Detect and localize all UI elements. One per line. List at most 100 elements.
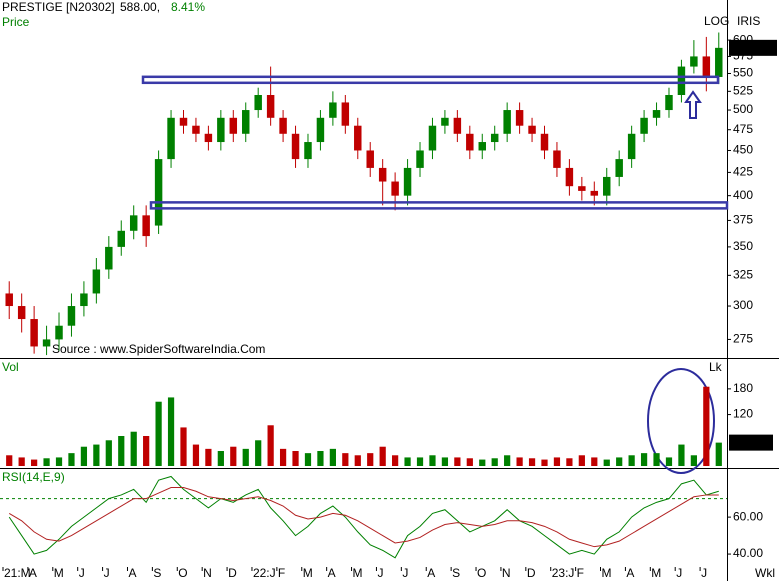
candle-body [578, 186, 586, 191]
candle-body [503, 110, 511, 134]
x-tick-label: F [278, 566, 285, 580]
x-tick-label: M [651, 566, 661, 580]
candle-body [640, 117, 648, 134]
candle-body [354, 125, 362, 151]
candle-body [677, 66, 686, 96]
volume-bar [404, 457, 411, 466]
candle-body [254, 95, 262, 111]
y-tick-label: 40.00 [733, 546, 763, 560]
volume-bar [68, 453, 75, 466]
panel-label: Price [2, 15, 30, 29]
x-tick-label: S [153, 566, 161, 580]
volume-bar [242, 448, 249, 466]
x-tick-label: J [701, 566, 707, 580]
volume-bar [55, 457, 63, 466]
x-tick-label: A [128, 566, 136, 580]
y-tick-label: 525 [733, 84, 753, 98]
panel-label: Vol [2, 360, 19, 374]
candle-body [279, 117, 287, 134]
candle-body [428, 125, 437, 151]
candle-body [341, 102, 350, 126]
volume-bar [18, 457, 25, 466]
volume-bar [516, 457, 523, 466]
volume-bar [553, 457, 561, 466]
volume-bar [379, 446, 386, 466]
volume-bar [416, 457, 424, 466]
arrow [684, 90, 702, 119]
y-tick-label: 375 [733, 213, 753, 227]
x-tick-label: A [427, 566, 435, 580]
candle-body [553, 150, 561, 168]
y-tick-label: 275 [733, 332, 753, 346]
x-tick-label: J [377, 566, 383, 580]
x-tick-label: J [79, 566, 85, 580]
candle-body [528, 125, 536, 134]
last-price-badge [729, 39, 777, 56]
header-price: 588.00, [120, 0, 160, 14]
candle-body [665, 95, 673, 111]
candle-body [565, 167, 574, 187]
volume-bar [342, 453, 349, 466]
volume-bar [279, 448, 287, 466]
volume-bar [292, 451, 299, 466]
candle-body [242, 110, 250, 134]
volume-bar [105, 440, 112, 466]
x-tick-label: J [402, 566, 408, 580]
volume-bar [603, 459, 610, 466]
change: 8.41% [171, 0, 205, 14]
x-tick-label: J [104, 566, 110, 580]
x-tick-label: 21:M [4, 566, 31, 580]
y-tick-label: 500 [733, 102, 753, 116]
volume-bar [690, 455, 697, 466]
volume-bar [479, 459, 486, 466]
volume-bar [80, 446, 88, 466]
volume-bar [491, 458, 498, 466]
x-tick-label: S [452, 566, 460, 580]
candle-body [129, 215, 138, 231]
candle-body [5, 293, 13, 307]
volume-bar [167, 397, 175, 466]
candle-body [266, 95, 275, 118]
last-price-label: 588.00 [732, 40, 769, 54]
candle-body [702, 56, 711, 77]
x-tick-label: D [527, 566, 536, 580]
volume-bar [653, 453, 660, 466]
panel-label: RSI(14,E,9) [2, 470, 65, 484]
channel-line [149, 201, 729, 210]
volume-bar [715, 442, 722, 466]
candle-body [453, 117, 462, 134]
candle-body [105, 246, 113, 270]
candle-body [416, 150, 424, 168]
y-tick-label: 425 [733, 165, 753, 179]
volume-bar [591, 457, 598, 466]
candle-body [92, 269, 101, 294]
candle-body [652, 110, 661, 118]
volume-bar [504, 455, 511, 466]
candle-body [615, 159, 623, 177]
volume-bar [441, 457, 449, 466]
y-tick-label: 325 [733, 267, 753, 281]
scale-label: LOG [704, 14, 729, 28]
candle-body [540, 133, 549, 151]
volume-bar [143, 436, 150, 466]
candle-body [490, 133, 499, 143]
y-tick-label: 300 [733, 298, 753, 312]
x-tick-label: 22:J [253, 566, 276, 580]
volume-bar [31, 459, 38, 466]
volume-bar [304, 453, 312, 466]
volume-bar [155, 401, 162, 466]
volume-bar [329, 448, 336, 466]
candle-body [715, 47, 723, 77]
x-tick-label: F [577, 566, 584, 580]
volume-bar [367, 453, 374, 466]
x-tick-label: N [502, 566, 511, 580]
y-tick-label: 475 [733, 122, 753, 136]
candle-body [154, 159, 163, 226]
rsi-line [8, 475, 719, 559]
volume-bar [43, 458, 50, 466]
candle-body [466, 133, 474, 151]
volume-bar [118, 436, 125, 466]
candle-body [478, 142, 486, 151]
candle-body [291, 133, 300, 160]
